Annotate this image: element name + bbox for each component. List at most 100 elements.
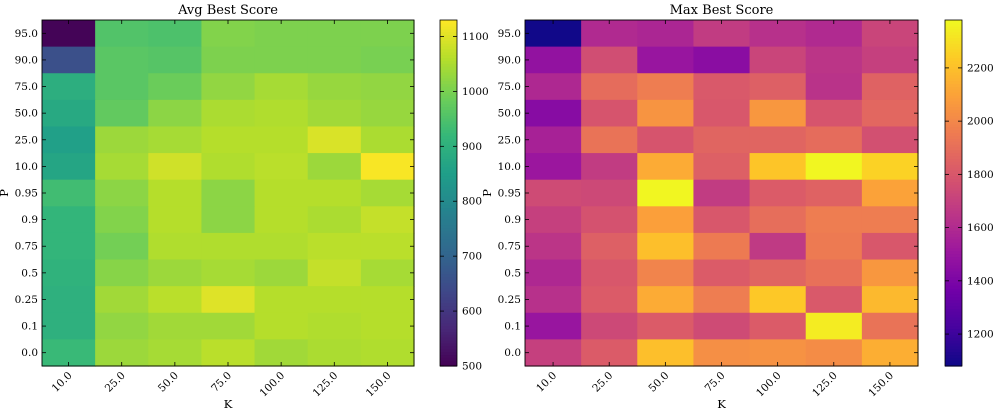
colorbar-segment <box>945 69 962 73</box>
heatmap-cell <box>861 312 919 340</box>
colorbar-segment <box>945 210 962 214</box>
colorbar-segment <box>945 348 962 353</box>
heatmap-cell <box>360 46 415 74</box>
heatmap-cell <box>805 153 863 181</box>
colorbar-segment <box>440 331 457 335</box>
heatmap-cell <box>307 20 362 48</box>
colorbar-segment <box>440 207 457 211</box>
heatmap-cell <box>749 20 807 48</box>
heatmap-cell <box>525 312 582 340</box>
heatmap-cell <box>307 206 362 234</box>
heatmap-cell <box>42 232 96 261</box>
heatmap-cell <box>148 259 203 287</box>
heatmap-cell <box>201 20 256 48</box>
colorbar-segment <box>440 360 457 364</box>
heatmap-cell <box>148 153 203 181</box>
colorbar-segment <box>945 247 962 252</box>
colorbar-segment <box>440 123 457 128</box>
heatmap-cell <box>693 20 751 48</box>
colorbar-segment <box>440 293 457 298</box>
colorbar-segment <box>440 195 457 200</box>
colorbar-segment <box>945 158 962 162</box>
colorbar-segment <box>945 216 962 220</box>
colorbar-segment <box>945 20 962 24</box>
colorbar-segment <box>945 236 962 240</box>
colorbar-segment <box>440 198 457 203</box>
heatmap-cell <box>581 20 638 48</box>
colorbar-segment <box>945 308 962 312</box>
heatmap-panel-2: Max Best Score 10.0 25.0 50.0 75.0 100.0 125.0… <box>480 3 994 411</box>
heatmap-cell <box>201 286 256 314</box>
colorbar-segment <box>440 115 457 119</box>
heatmap-cell <box>42 286 96 314</box>
colorbar-segment <box>945 141 962 145</box>
colorbar-segment <box>945 92 962 96</box>
colorbar-segment <box>945 138 962 142</box>
colorbar-segment <box>440 267 457 272</box>
colorbar-segment <box>945 357 962 361</box>
colorbar-segment <box>440 319 457 324</box>
heatmap-cell <box>95 259 149 287</box>
colorbar-segment <box>440 89 457 93</box>
heatmap-cell <box>360 153 415 181</box>
heatmap-cell <box>254 20 309 48</box>
colorbar-segment <box>440 60 457 64</box>
heatmap-cell <box>581 73 638 101</box>
colorbar-segment <box>945 282 962 286</box>
colorbar-segment <box>945 184 962 188</box>
heatmap-cell <box>637 312 695 340</box>
colorbar-segment <box>945 195 962 200</box>
y-axis-label: P <box>0 189 11 197</box>
colorbar-segment <box>945 22 962 27</box>
heatmap-cell <box>360 20 415 48</box>
heatmap-cell <box>749 153 807 181</box>
colorbar-segment <box>945 227 962 232</box>
colorbar-segment <box>440 57 457 61</box>
y-tick-label: 0.5 <box>504 267 521 279</box>
colorbar-segment <box>945 279 962 283</box>
colorbar-segment <box>945 273 962 278</box>
colorbar-segment <box>945 187 962 191</box>
colorbar-segment <box>945 89 962 93</box>
colorbar-segment <box>945 299 962 304</box>
colorbar-segment <box>945 155 962 159</box>
heatmap-cell <box>637 153 695 181</box>
heatmap-cell <box>307 126 362 154</box>
colorbar-segment <box>440 169 457 174</box>
heatmap-cell <box>148 99 203 128</box>
heatmap-cell <box>861 179 919 207</box>
colorbar-segment <box>945 207 962 211</box>
y-tick-label: 0.9 <box>504 214 521 226</box>
heatmap-cell <box>581 99 638 128</box>
colorbar-segment <box>440 31 457 36</box>
colorbar-segment <box>440 66 457 70</box>
colorbar-segment <box>945 48 962 53</box>
x-axis-label: K <box>717 397 726 411</box>
colorbar-tick-label: 600 <box>462 306 482 318</box>
heatmap-cell <box>693 73 751 101</box>
heatmap-cell <box>525 179 582 207</box>
heatmap-cell <box>581 206 638 234</box>
heatmap-cell <box>525 99 582 128</box>
heatmap-cell <box>95 20 149 48</box>
colorbar-segment <box>945 311 962 315</box>
colorbar-segment <box>440 172 457 177</box>
heatmap-cell <box>637 286 695 314</box>
colorbar-segment <box>440 48 457 53</box>
heatmap-cell <box>307 312 362 340</box>
heatmap-cell <box>525 126 582 154</box>
heatmap-cell <box>693 46 751 74</box>
y-tick-label: 90.0 <box>15 54 38 66</box>
heatmap-cell <box>581 126 638 154</box>
heatmap-cell <box>693 179 751 207</box>
colorbar-segment <box>440 138 457 142</box>
colorbar-frame <box>944 19 963 367</box>
colorbar-segment <box>440 69 457 73</box>
heatmap-cell <box>95 286 149 314</box>
colorbar-segment <box>440 337 457 341</box>
colorbar-segment <box>440 175 457 180</box>
heatmap-cell <box>693 153 751 181</box>
heatmap-cell <box>95 46 149 74</box>
colorbar-segment <box>440 296 457 301</box>
colorbar-segment <box>440 92 457 96</box>
